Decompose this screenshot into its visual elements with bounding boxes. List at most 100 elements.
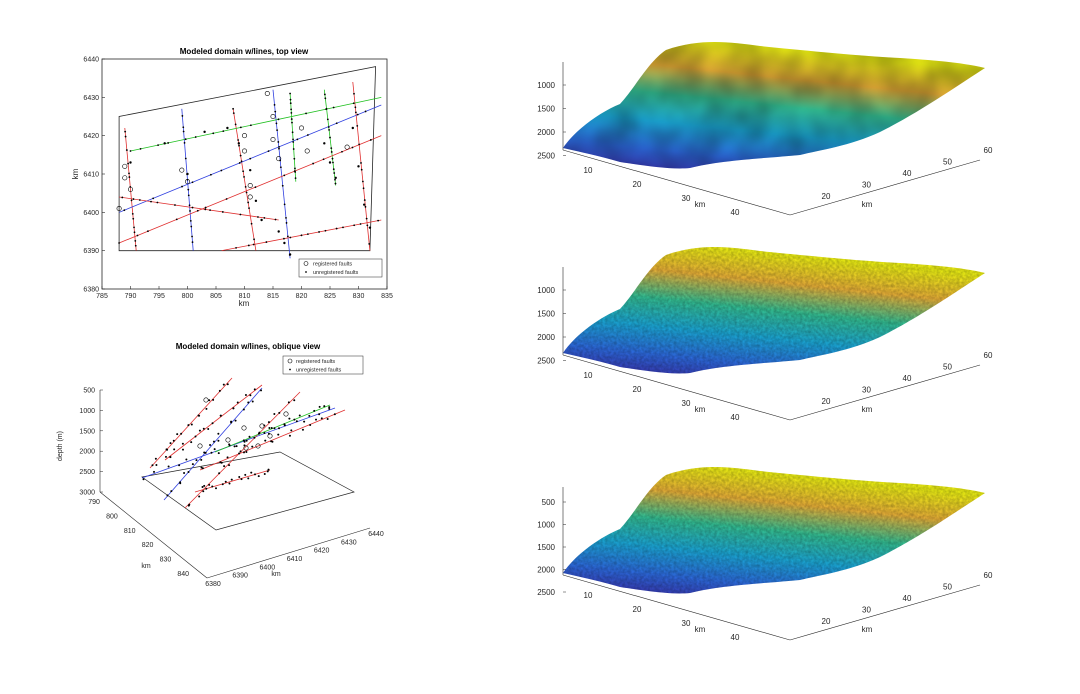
- unregistered-fault-point: [238, 162, 241, 164]
- oblique-survey-line: [141, 407, 336, 479]
- surface-xtick-label: 30: [682, 399, 691, 408]
- unregistered-fault-point: [124, 130, 127, 133]
- oblique-unregistered-fault-point: [315, 418, 317, 421]
- unregistered-fault-point: [356, 113, 359, 116]
- oblique-view-legend-box: [282, 355, 364, 375]
- top-xtick-label: 805: [210, 293, 222, 300]
- oblique-unregistered-fault-point: [187, 471, 190, 473]
- oblique-unregistered-fault-point: [185, 458, 188, 461]
- unregistered-fault-point: [353, 224, 356, 227]
- oblique-unregistered-fault-point: [208, 399, 211, 402]
- unregistered-fault-point: [278, 145, 280, 148]
- unregistered-fault-point: [283, 203, 286, 206]
- oblique-unregistered-fault-point: [251, 400, 254, 403]
- surface-ytick-label: 20: [822, 397, 831, 406]
- surface-ylabel: km: [862, 200, 873, 209]
- oblique-unregistered-fault-point: [308, 414, 311, 417]
- surface-x-axis: [562, 149, 791, 216]
- oblique-unregistered-fault-point: [267, 421, 270, 424]
- oblique-unregistered-fault-point: [295, 420, 298, 423]
- oblique-unregistered-fault-point: [271, 440, 274, 443]
- unregistered-fault-point: [286, 235, 289, 238]
- oblique-unregistered-fault-point: [313, 409, 316, 412]
- top-ytick-label: 6430: [83, 95, 99, 102]
- oblique-unregistered-fault-point: [230, 420, 233, 423]
- top-ytick-label: 6380: [83, 287, 99, 294]
- top-legend-registered: registered faults: [313, 262, 352, 268]
- unregistered-fault-point: [212, 132, 215, 135]
- unregistered-fault-point: [152, 197, 155, 200]
- unregistered-fault-point: [274, 110, 277, 113]
- unregistered-fault-point: [333, 172, 336, 174]
- surface-ztick-label: 2000: [537, 566, 555, 575]
- unregistered-fault-point: [232, 107, 235, 110]
- unregistered-fault-point: [191, 241, 194, 244]
- oblique-ytick-label: 6380: [205, 581, 221, 588]
- unregistered-fault-point: [240, 160, 243, 163]
- oblique-unregistered-fault-point: [190, 441, 193, 444]
- unregistered-fault-point: [278, 147, 280, 150]
- surface-y-axis: [789, 584, 981, 641]
- oblique-unregistered-fault-point: [217, 432, 220, 435]
- unregistered-fault-point: [351, 126, 354, 130]
- oblique-unregistered-fault-point: [318, 413, 321, 416]
- unregistered-fault-point: [125, 149, 128, 151]
- oblique-xtick-label: 800: [106, 514, 118, 521]
- oblique-ytick-label: 6390: [232, 573, 248, 580]
- terrain-shading: [563, 247, 985, 374]
- surface-x-axis: [562, 354, 791, 421]
- unregistered-fault-point: [363, 199, 366, 201]
- unregistered-fault-point: [156, 201, 159, 204]
- unregistered-fault-point: [175, 218, 178, 221]
- unregistered-fault-point: [332, 168, 335, 171]
- oblique-unregistered-fault-point: [202, 490, 205, 493]
- unregistered-fault-point: [190, 225, 193, 228]
- oblique-unregistered-fault-point: [249, 394, 252, 397]
- oblique-unregistered-fault-point: [228, 444, 231, 447]
- unregistered-fault-point: [342, 226, 344, 229]
- top-ytick-label: 6440: [83, 57, 99, 64]
- unregistered-fault-point: [290, 118, 293, 120]
- surface-ytick-label: 50: [943, 583, 952, 592]
- unregistered-fault-point: [364, 205, 367, 208]
- unregistered-fault-point: [293, 157, 296, 160]
- surface-ytick-label: 50: [943, 363, 952, 372]
- oblique-unregistered-fault-point: [267, 468, 270, 471]
- top-view-xlabel: km: [239, 299, 250, 308]
- oblique-unregistered-fault-point: [211, 422, 214, 425]
- unregistered-fault-point: [354, 111, 357, 114]
- surface-ztick-label: 1000: [537, 521, 555, 530]
- top-ytick-label: 6420: [83, 133, 99, 140]
- unregistered-fault-point: [131, 212, 134, 215]
- unregistered-fault-point: [123, 209, 126, 212]
- oblique-unregistered-fault-point: [183, 471, 186, 474]
- registered-marker-icon: [287, 358, 293, 364]
- oblique-unregistered-fault-point: [165, 448, 168, 451]
- oblique-unregistered-fault-point: [228, 482, 231, 485]
- unregistered-fault-point: [334, 176, 337, 180]
- surface-xtick-label: 20: [633, 385, 642, 394]
- unregistered-fault-point: [181, 185, 183, 188]
- unregistered-fault-point: [191, 235, 193, 238]
- registered-marker-icon: [303, 261, 309, 266]
- unregistered-fault-point: [265, 241, 268, 243]
- unregistered-fault-point: [323, 142, 326, 145]
- surface-ztick-label: 2500: [537, 357, 555, 366]
- top-xtick-label: 815: [267, 293, 279, 300]
- oblique-unregistered-fault-point: [200, 458, 203, 461]
- registered-fault-point: [276, 156, 282, 162]
- registered-fault-point: [128, 186, 134, 192]
- unregistered-fault-point: [220, 169, 223, 172]
- unregistered-fault-point: [318, 231, 320, 233]
- unregistered-fault-point: [281, 184, 284, 187]
- oblique-unregistered-fault-point: [173, 448, 176, 451]
- oblique-unregistered-fault-point: [288, 417, 291, 420]
- unregistered-fault-point: [362, 187, 365, 190]
- unregistered-fault-point: [306, 233, 309, 236]
- unregistered-fault-point: [234, 123, 237, 126]
- oblique-unregistered-fault-point: [201, 467, 204, 470]
- surface-ztick-label: 1500: [537, 543, 555, 552]
- oblique-unregistered-fault-point: [217, 439, 220, 442]
- unregistered-fault-point: [300, 234, 303, 237]
- unregistered-fault-point: [136, 234, 139, 237]
